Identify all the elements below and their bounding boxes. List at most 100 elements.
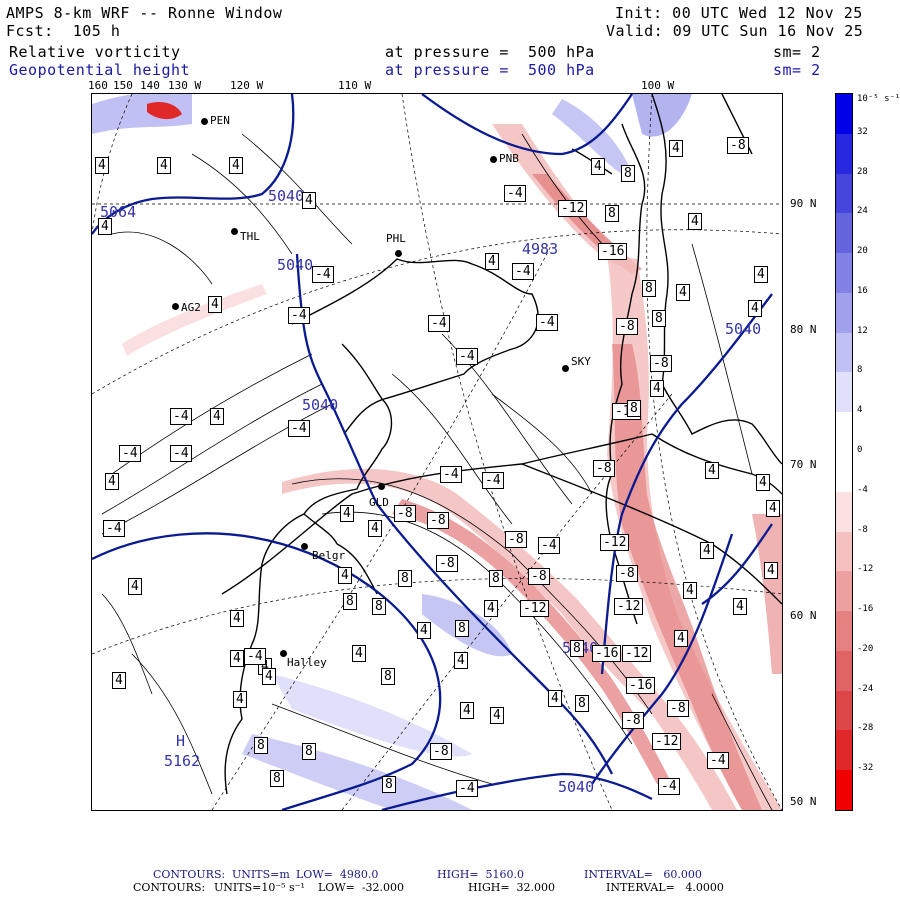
map-title: AMPS 8-km WRF -- Ronne Window [6, 4, 283, 22]
contour-value-label: 4 [95, 157, 109, 174]
contour-value-label: -4 [288, 420, 310, 437]
colorbar-tick-label: -4 [857, 484, 868, 495]
contour-value-label: -4 [312, 266, 334, 283]
height-label: 5064 [100, 203, 137, 221]
station-dot [280, 650, 287, 657]
colorbar-tick-label: 20 [857, 246, 868, 257]
contour-value-label: -8 [430, 743, 452, 760]
contour-value-label: 8 [570, 640, 584, 657]
contour-value-label: -12 [652, 733, 682, 750]
station-dot [301, 543, 308, 550]
lat-label: 70 N [790, 458, 817, 471]
footer-units: UNITS=m [232, 868, 290, 881]
colorbar-segment [836, 253, 852, 294]
contour-value-label: -4 [170, 445, 192, 462]
height-label: 5040 [268, 187, 305, 205]
height-label: 4983 [522, 240, 559, 258]
colorbar-tick-label: 8 [857, 365, 863, 376]
contour-value-label: 4 [754, 266, 768, 283]
colorbar-segment [836, 770, 852, 811]
contour-value-label: -4 [456, 780, 478, 797]
station-dot [378, 483, 385, 490]
contour-value-label: 4 [352, 645, 366, 662]
valid-time: Valid: 09 UTC Sun 16 Nov 25 [606, 22, 864, 40]
height-label: 5040 [277, 256, 314, 274]
contour-value-label: 8 [489, 570, 503, 587]
contour-value-label: -4 [538, 537, 560, 554]
contour-value-label: 4 [705, 462, 719, 479]
footer-units: UNITS=10⁻⁵ s⁻¹ [214, 881, 305, 894]
contour-value-label: -12 [520, 600, 550, 617]
field2-level: at pressure = 500 hPa [385, 61, 595, 79]
contour-value-label: -16 [592, 645, 622, 662]
contour-value-label: -8 [727, 137, 749, 154]
contour-value-label: 4 [368, 520, 382, 537]
lon-label: 160 [88, 79, 108, 92]
contour-value-label: -12 [614, 598, 644, 615]
contour-value-label: -8 [593, 460, 615, 477]
contour-value-label: 4 [157, 157, 171, 174]
station-label: AG2 [181, 301, 201, 314]
contour-value-label: 4 [338, 567, 352, 584]
contour-value-label: -8 [528, 568, 550, 585]
contour-value-label: 8 [627, 400, 641, 417]
station-dot [201, 118, 208, 125]
contour-value-label: 4 [490, 707, 504, 724]
contour-value-label: 8 [302, 743, 316, 760]
station-dot [231, 228, 238, 235]
contour-value-label: 4 [417, 622, 431, 639]
footer-low: LOW= 4980.0 [296, 868, 379, 881]
colorbar-tick-label: 16 [857, 285, 868, 296]
contour-value-label: 4 [454, 652, 468, 669]
contour-value-label: 8 [254, 737, 268, 754]
footer-contours-label: CONTOURS: [153, 868, 226, 881]
contour-value-label: 4 [105, 473, 119, 490]
contour-value-label: 4 [766, 500, 780, 517]
field2-name: Geopotential height [9, 61, 191, 79]
contour-value-label: 4 [233, 691, 247, 708]
station-label: GLD [369, 496, 389, 509]
contour-value-label: -16 [598, 243, 628, 260]
contour-value-label: 4 [485, 253, 499, 270]
contour-value-label: 8 [621, 165, 635, 182]
station-label: Halley [287, 656, 327, 669]
colorbar-tick-label: -24 [857, 683, 874, 694]
lon-label: 140 [140, 79, 160, 92]
colorbar-segment [836, 650, 852, 692]
colorbar-segment [836, 292, 852, 334]
contour-value-label: 4 [484, 600, 498, 617]
station-dot [562, 365, 569, 372]
colorbar-tick-label: 24 [857, 206, 868, 217]
colorbar-tick-label: 32 [857, 126, 868, 137]
contour-value-label: 4 [676, 284, 690, 301]
contour-value-label: 4 [733, 598, 747, 615]
colorbar-segment [836, 730, 852, 771]
contour-value-label: -16 [626, 677, 656, 694]
contour-value-label: 4 [756, 474, 770, 491]
contour-value-label: -4 [170, 408, 192, 425]
footer-high: HIGH= 5160.0 [437, 868, 525, 881]
contour-value-label: 8 [343, 593, 357, 610]
colorbar-tick-label: -8 [857, 524, 868, 535]
lon-label: 150 [113, 79, 133, 92]
contour-value-label: -8 [667, 700, 689, 717]
lat-label: 60 N [790, 609, 817, 622]
contour-value-label: 4 [229, 157, 243, 174]
colorbar-tick-label: 12 [857, 325, 868, 336]
contour-value-label: -8 [650, 355, 672, 372]
lon-label: 100 W [641, 79, 675, 92]
height-label: 5040 [558, 778, 595, 796]
footer-interval: INTERVAL= 4.0000 [606, 881, 724, 894]
contour-value-label: -4 [440, 466, 462, 483]
height-label: 5040 [302, 396, 339, 414]
contour-value-label: -4 [288, 307, 310, 324]
colorbar-tick-label: 4 [857, 405, 863, 416]
colorbar-segment [836, 491, 852, 533]
lat-label: 90 N [790, 197, 817, 210]
contour-value-label: 4 [230, 650, 244, 667]
contour-value-label: -4 [482, 472, 504, 489]
station-label: PNB [499, 152, 519, 165]
init-time: Init: 00 UTC Wed 12 Nov 25 [615, 4, 863, 22]
contour-value-label: -8 [616, 318, 638, 335]
colorbar-tick-label: -16 [857, 604, 874, 615]
